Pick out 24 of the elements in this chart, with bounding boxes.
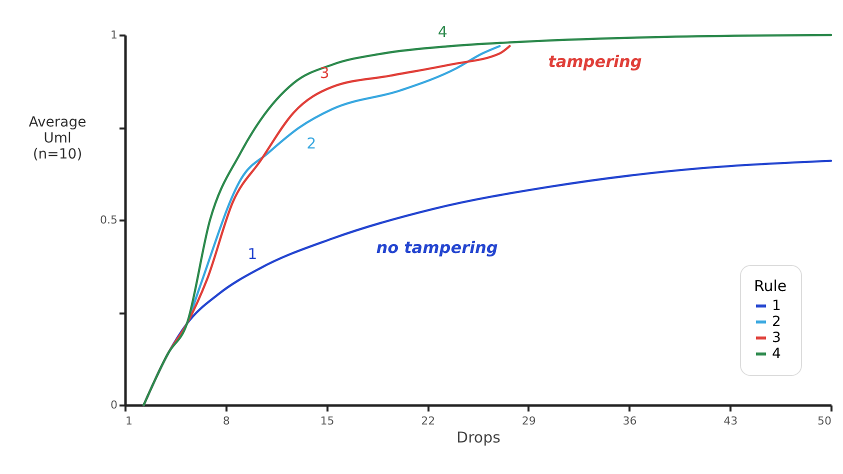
text: 2	[306, 134, 316, 152]
x-tick-label: 50	[818, 414, 832, 428]
legend-label: 2	[772, 314, 781, 330]
x-tick-label: 43	[724, 414, 738, 428]
x-tick-label: 29	[522, 414, 536, 428]
y-tick-label: 1	[110, 28, 118, 42]
x-tick-label: 8	[222, 414, 230, 428]
legend-label: 3	[772, 330, 781, 346]
y-tick-label: 0	[110, 398, 118, 412]
x-tick-label: 36	[622, 414, 637, 428]
x-axis-title: Drops	[456, 428, 501, 446]
text: 3	[320, 64, 330, 82]
text: 1	[248, 245, 258, 264]
annotation: no tampering	[376, 238, 498, 257]
text: 4	[438, 23, 448, 42]
annotation: tampering	[548, 52, 642, 71]
y-tick-label: 0.5	[100, 214, 118, 226]
x-tick-label: 22	[421, 414, 436, 428]
x-tick-label: 1	[126, 414, 132, 428]
x-tick-label: 15	[320, 414, 334, 428]
legend-title: Rule	[754, 277, 787, 295]
legend-label: 1	[772, 298, 781, 314]
legend-label: 4	[772, 346, 781, 362]
y-axis-title: Average Uml (n=10)	[28, 114, 86, 162]
